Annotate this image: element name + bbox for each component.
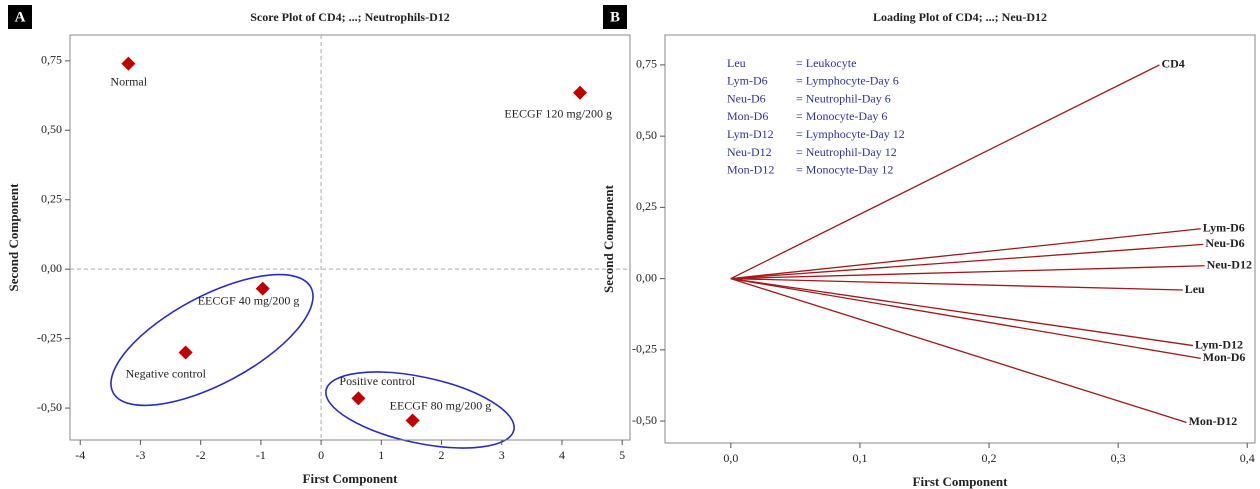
y-tick-label: 0,75: [41, 53, 62, 67]
vector-label: Lym-D12: [1195, 337, 1243, 351]
note-meaning: = Lymphocyte-Day 6: [796, 74, 899, 88]
x-axis-label: First Component: [303, 471, 399, 486]
vector-label: Mon-D6: [1203, 350, 1246, 364]
vector-label: Mon-D12: [1189, 414, 1238, 428]
y-axis-label: Second Component: [6, 183, 21, 292]
vector-label: CD4: [1161, 57, 1184, 71]
point-label: Normal: [110, 74, 147, 88]
y-tick-label: -0,50: [37, 400, 62, 414]
x-tick-label: 0,1: [852, 451, 867, 465]
y-tick-label: 0,25: [636, 199, 657, 213]
plot-frame: [69, 34, 631, 441]
note-meaning: = Monocyte-Day 6: [796, 109, 887, 123]
loading-vector: [730, 228, 1201, 280]
x-tick-label: 0,2: [982, 451, 997, 465]
x-tick-label: 5: [619, 448, 625, 462]
point-label: EECGF 80 mg/200 g: [390, 398, 492, 412]
panel-label: B: [610, 9, 620, 25]
panel-label: A: [15, 9, 26, 25]
x-tick-label: 0: [318, 448, 324, 462]
x-tick-label: 0,0: [723, 451, 738, 465]
y-tick-label: 0,75: [636, 57, 657, 71]
point-label: EECGF 40 mg/200 g: [198, 293, 300, 307]
point: [255, 281, 270, 296]
note-abbr: Mon-D12: [727, 163, 774, 177]
x-axis-label: First Component: [913, 474, 1009, 489]
vector-label: Neu-D12: [1207, 258, 1252, 272]
note-meaning: = Leukocyte: [796, 56, 856, 70]
loading-vector: [730, 277, 1201, 360]
panel-label-box: [603, 5, 627, 29]
x-tick-label: 2: [439, 448, 445, 462]
point-label: Negative control: [126, 366, 207, 380]
x-tick-label: -4: [75, 448, 85, 462]
note-abbr: Mon-D6: [727, 109, 768, 123]
loading-vector: [730, 243, 1204, 280]
vector-label: Leu: [1185, 282, 1205, 296]
note-abbr: Neu-D6: [727, 91, 766, 105]
y-tick-label: 0,00: [41, 261, 62, 275]
x-tick-label: 0,3: [1111, 451, 1126, 465]
loading-vector: [730, 277, 1183, 291]
note-abbr: Leu: [727, 56, 746, 70]
y-tick-label: 0,25: [41, 191, 62, 205]
note-abbr: Neu-D12: [727, 145, 772, 159]
x-tick-label: -3: [135, 448, 145, 462]
note-abbr: Lym-D6: [727, 74, 768, 88]
chart-title: Loading Plot of CD4; ...; Neu-D12: [873, 10, 1047, 24]
loading-vector: [730, 277, 1194, 347]
y-tick-label: 0,00: [636, 270, 657, 284]
y-tick-label: 0,50: [636, 128, 657, 142]
point: [405, 413, 420, 428]
x-tick-label: -1: [256, 448, 266, 462]
x-tick-label: 4: [559, 448, 565, 462]
x-tick-label: 1: [378, 448, 384, 462]
note-meaning: = Monocyte-Day 12: [796, 163, 893, 177]
x-tick-label: 0,4: [1240, 451, 1255, 465]
note-abbr: Lym-D12: [727, 127, 774, 141]
point: [178, 345, 193, 360]
plot-frame: [664, 34, 1256, 444]
note-meaning: = Neutrophil-Day 12: [796, 145, 897, 159]
group-ellipse: [325, 371, 515, 449]
y-tick-label: -0,50: [632, 413, 657, 427]
point-label: Positive control: [339, 374, 415, 388]
x-tick-label: 3: [499, 448, 505, 462]
chart-title: Score Plot of CD4; ...; Neutrophils-D12: [250, 10, 450, 24]
loading-vector: [730, 64, 1160, 280]
y-axis-label: Second Component: [601, 184, 616, 293]
vector-label: Lym-D6: [1203, 220, 1245, 234]
point: [351, 391, 366, 406]
y-tick-label: -0,25: [37, 330, 62, 344]
point: [573, 85, 588, 100]
point-label: EECGF 120 mg/200 g: [504, 107, 612, 121]
loading-vector: [730, 265, 1205, 280]
panel-label-box: [8, 5, 32, 29]
y-tick-label: 0,50: [41, 122, 62, 136]
note-meaning: = Lymphocyte-Day 12: [796, 127, 905, 141]
vector-label: Neu-D6: [1205, 236, 1244, 250]
y-tick-label: -0,25: [632, 342, 657, 356]
group-ellipse: [110, 273, 314, 407]
loading-vector: [730, 277, 1187, 424]
point: [121, 56, 136, 71]
note-meaning: = Neutrophil-Day 6: [796, 91, 891, 105]
x-tick-label: -2: [196, 448, 206, 462]
